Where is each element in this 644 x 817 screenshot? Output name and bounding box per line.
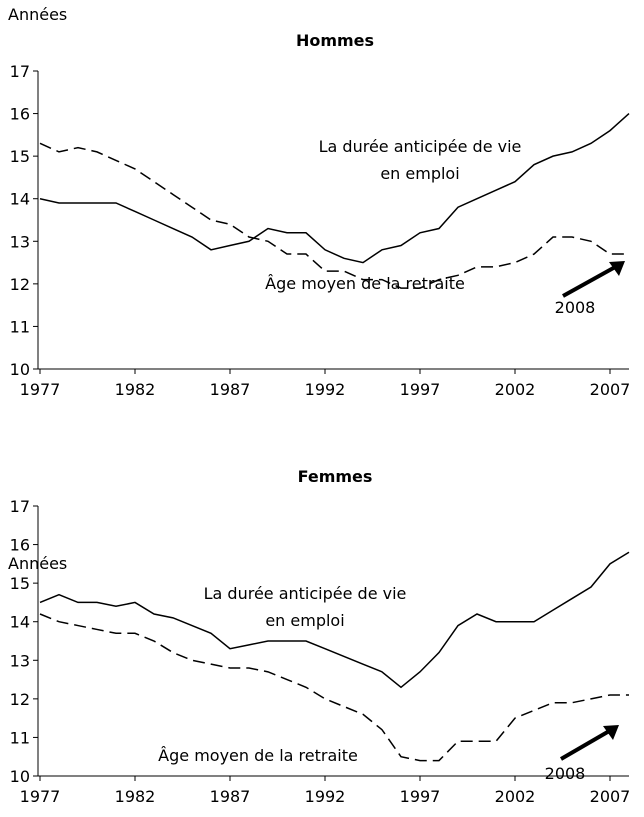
x-tick-label: 1997: [400, 380, 441, 399]
series-line: [39, 613, 629, 762]
annotation: 2008: [555, 298, 596, 317]
x-tick-label: 1982: [115, 787, 156, 806]
x-tick-label: 1992: [305, 380, 346, 399]
series-label: Âge moyen de la retraite: [265, 274, 465, 293]
x-tick-label: 1997: [400, 787, 441, 806]
y-tick-label: 12: [10, 690, 30, 709]
x-tick-label: 1977: [20, 380, 61, 399]
y-tick-label: 14: [10, 613, 30, 632]
x-tick-label: 1987: [210, 787, 251, 806]
series-label: La durée anticipée de vie en emploi: [318, 137, 522, 183]
series-line: [39, 113, 630, 264]
annotation-arrow: [559, 728, 613, 761]
x-tick-label: 2007: [590, 787, 631, 806]
x-tick-label: 1987: [210, 380, 251, 399]
y-tick-label: 11: [10, 317, 30, 336]
x-tick-label: 2007: [590, 380, 631, 399]
series-line: [39, 551, 630, 689]
arrow-head: [609, 261, 625, 276]
y-axis-label: Années: [8, 5, 67, 24]
y-tick-label: 16: [10, 536, 30, 555]
arrow-head: [603, 725, 619, 740]
series-label: La durée anticipée de vie en emploi: [203, 584, 407, 630]
x-tick-label: 1982: [115, 380, 156, 399]
annotation: 2008: [545, 764, 586, 783]
y-tick-label: 13: [10, 232, 30, 251]
x-tick-label: 1977: [20, 787, 61, 806]
y-tick-label: 15: [10, 147, 30, 166]
y-tick-label: 10: [10, 767, 30, 786]
y-tick-label: 11: [10, 728, 30, 747]
x-tick-label: 1992: [305, 787, 346, 806]
annotation-arrow: [562, 264, 618, 298]
x-tick-label: 2002: [495, 787, 536, 806]
y-tick-label: 15: [10, 574, 30, 593]
chart-title: Hommes: [296, 31, 374, 50]
y-tick-label: 13: [10, 651, 30, 670]
series-line: [39, 142, 629, 289]
y-tick-label: 10: [10, 360, 30, 379]
y-tick-label: 17: [10, 62, 30, 81]
y-tick-label: 16: [10, 105, 30, 124]
y-tick-label: 14: [10, 190, 30, 209]
y-tick-label: 12: [10, 275, 30, 294]
y-tick-label: 17: [10, 497, 30, 516]
series-label: Âge moyen de la retraite: [158, 746, 358, 765]
chart-title: Femmes: [298, 467, 373, 486]
x-tick-label: 2002: [495, 380, 536, 399]
